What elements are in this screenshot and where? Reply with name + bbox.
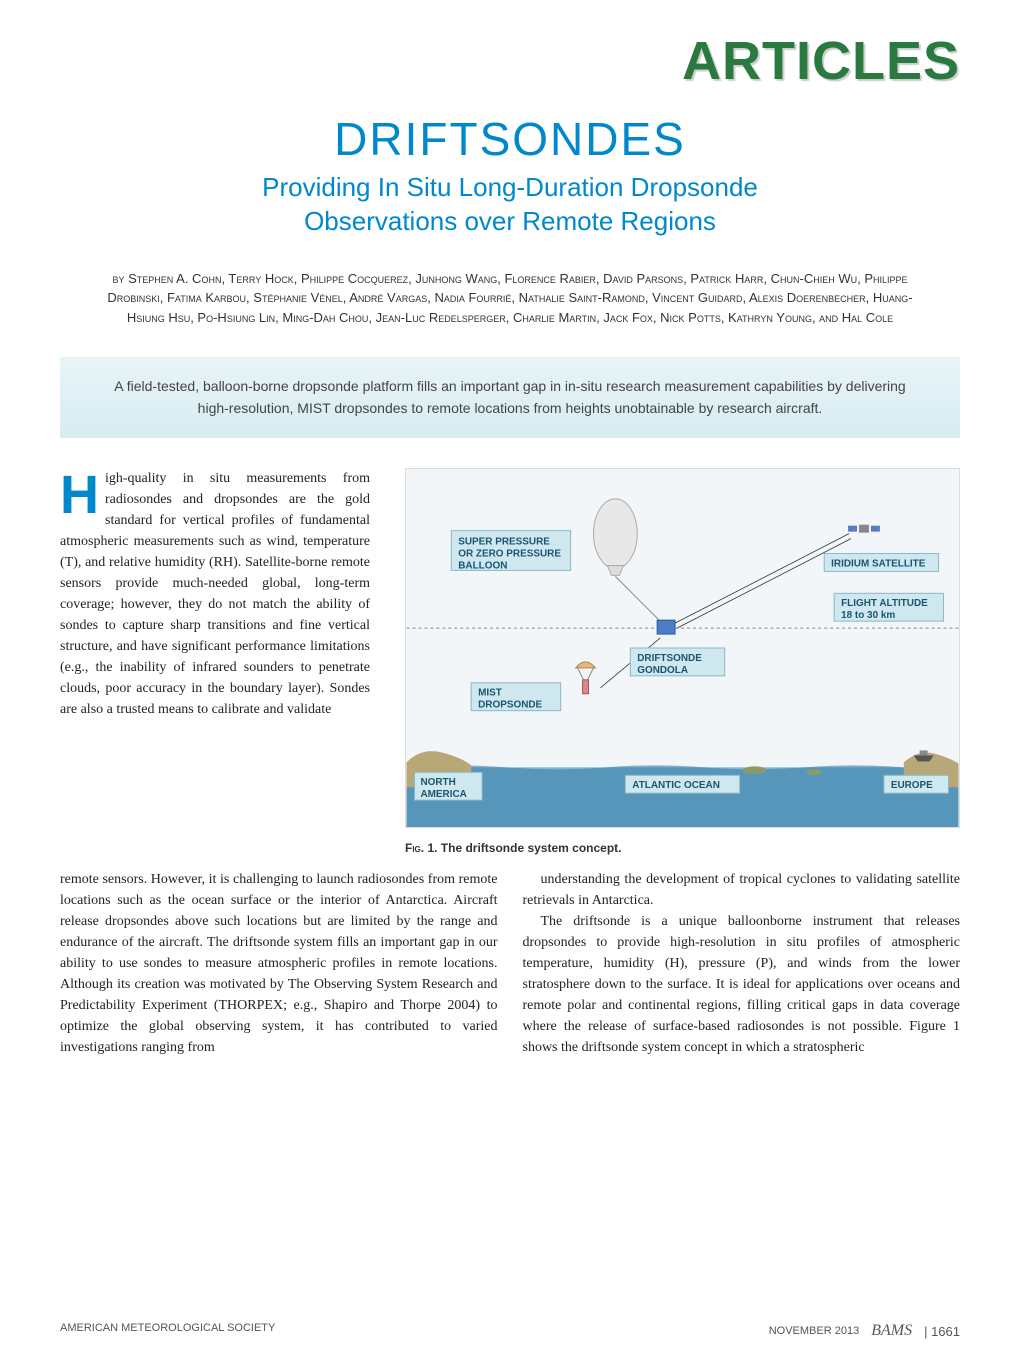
svg-text:OR ZERO PRESSURE: OR ZERO PRESSURE [458,548,561,559]
svg-text:EUROPE: EUROPE [891,780,933,791]
europe-label: EUROPE [884,775,949,793]
svg-text:DROPSONDE: DROPSONDE [478,700,542,711]
fig-label: Fig. 1. [405,841,437,855]
para3: The driftsonde is a unique balloonborne … [523,911,961,1058]
footer-left: AMERICAN METEOROLOGICAL SOCIETY [60,1322,275,1340]
subtitle-line2: Observations over Remote Regions [304,206,716,236]
article-subtitle: Providing In Situ Long-Duration Dropsond… [60,171,960,239]
author-names: Stephen A. Cohn, Terry Hock, Philippe Co… [107,271,912,325]
figure-1: SUPER PRESSURE OR ZERO PRESSURE BALLOON … [405,468,960,855]
body-para-narrow: High-quality in situ measurements from r… [60,468,370,720]
svg-text:FLIGHT ALTITUDE: FLIGHT ALTITUDE [841,598,928,609]
svg-text:NORTH: NORTH [420,777,455,788]
figure-1-diagram: SUPER PRESSURE OR ZERO PRESSURE BALLOON … [405,468,960,828]
body-two-column: remote sensors. However, it is challengi… [60,869,960,1058]
content-area: SUPER PRESSURE OR ZERO PRESSURE BALLOON … [60,468,960,1058]
abstract-text: A field-tested, balloon-borne dropsonde … [114,378,905,416]
by-label: by [112,271,128,286]
satellite-icon [848,525,880,533]
page-footer: AMERICAN METEOROLOGICAL SOCIETY NOVEMBER… [60,1322,960,1340]
altitude-label: FLIGHT ALTITUDE 18 to 30 km [834,593,943,621]
svg-text:ATLANTIC OCEAN: ATLANTIC OCEAN [632,780,720,791]
figure-1-caption: Fig. 1. The driftsonde system concept. [405,841,960,855]
section-header: ARTICLES [60,30,960,92]
north-america-label: NORTH AMERICA [414,772,482,800]
svg-text:GONDOLA: GONDOLA [637,665,688,676]
svg-text:DRIFTSONDE: DRIFTSONDE [637,653,702,664]
footer-page: | 1661 [924,1324,960,1339]
gondola-label: DRIFTSONDE GONDOLA [630,648,724,676]
subtitle-line1: Providing In Situ Long-Duration Dropsond… [262,172,758,202]
svg-text:SUPER PRESSURE: SUPER PRESSURE [458,536,550,547]
drop-cap: H [60,468,105,516]
article-title: DRIFTSONDES [60,112,960,166]
fig-text: The driftsonde system concept. [441,841,622,855]
svg-text:MIST: MIST [478,688,502,699]
para1-narrow: igh-quality in situ measurements from ra… [60,471,370,717]
author-list: by Stephen A. Cohn, Terry Hock, Philippe… [90,269,930,328]
balloon-label: SUPER PRESSURE OR ZERO PRESSURE BALLOON [451,531,570,572]
para1-continuation: remote sensors. However, it is challengi… [60,869,498,1058]
svg-text:18 to 30 km: 18 to 30 km [841,610,895,621]
footer-month: NOVEMBER 2013 [769,1325,859,1337]
gondola-icon [657,620,675,634]
dropsonde-label: MIST DROPSONDE [471,683,561,711]
svg-text:AMERICA: AMERICA [420,789,466,800]
atlantic-label: ATLANTIC OCEAN [625,775,739,793]
footer-right: NOVEMBER 2013 BAMS | 1661 [769,1322,960,1340]
abstract-box: A field-tested, balloon-borne dropsonde … [60,357,960,438]
satellite-label: IRIDIUM SATELLITE [824,553,938,571]
svg-text:BALLOON: BALLOON [458,560,507,571]
footer-journal: BAMS [871,1322,912,1340]
para2: understanding the development of tropica… [523,869,961,911]
svg-text:IRIDIUM SATELLITE: IRIDIUM SATELLITE [831,558,926,569]
